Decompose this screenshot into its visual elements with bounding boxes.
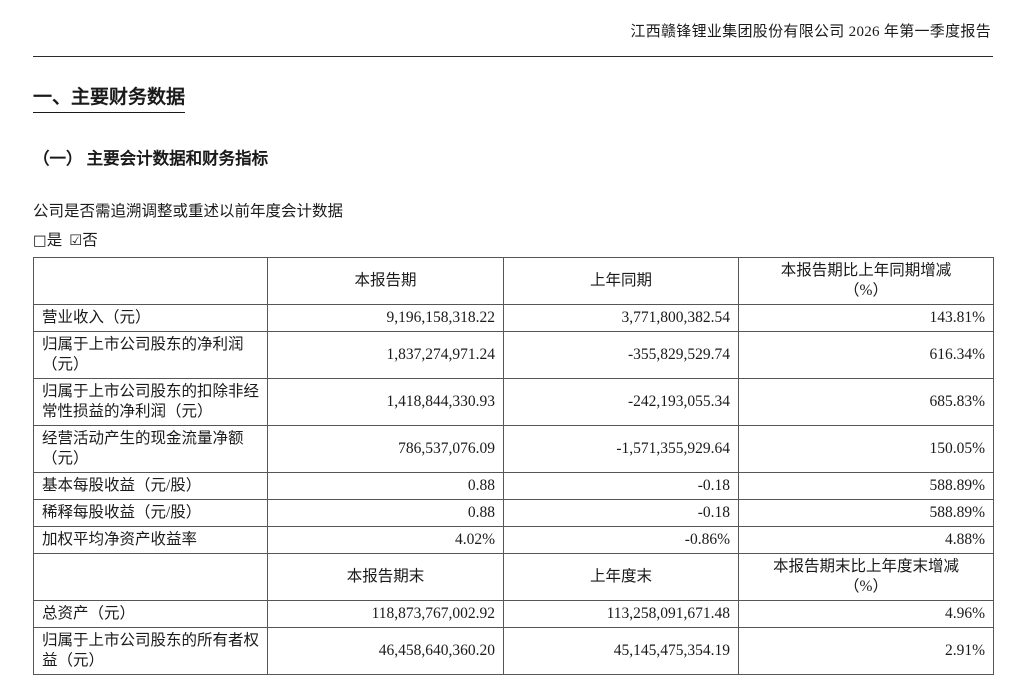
current-period-cell: 0.88 <box>267 499 504 527</box>
prior-period-cell: -355,829,529.74 <box>503 331 739 379</box>
subsection-title: （一） 主要会计数据和财务指标 <box>33 149 269 168</box>
section-title: 一、主要财务数据 <box>33 82 993 113</box>
period-end-header: 本报告期末 <box>267 553 504 601</box>
row-label-cell: 归属于上市公司股东的所有者权益（元） <box>33 627 268 675</box>
period-change-header-line1: 本报告期比上年同期增减 <box>780 262 952 279</box>
period-header-row: 本报告期 上年同期 本报告期比上年同期增减 （%） <box>33 257 994 305</box>
table-row-diluted-eps: 稀释每股收益（元/股） 0.88 -0.18 588.89% <box>33 499 994 527</box>
table-row-net-profit-excl-nonrecurring: 归属于上市公司股东的扣除非经常性损益的净利润（元） 1,418,844,330.… <box>33 378 994 426</box>
change-cell: 150.05% <box>738 425 994 473</box>
prior-period-cell: 113,258,091,671.48 <box>503 600 739 628</box>
table-row-owners-equity: 归属于上市公司股东的所有者权益（元） 46,458,640,360.20 45,… <box>33 627 994 675</box>
checkbox-no-label: 否 <box>82 232 98 249</box>
current-period-cell: 786,537,076.09 <box>267 425 504 473</box>
prior-period-cell: -1,571,355,929.64 <box>503 425 739 473</box>
date-change-header-line2: （%） <box>844 578 888 595</box>
table-row-revenue: 营业收入（元） 9,196,158,318.22 3,771,800,382.5… <box>33 304 994 332</box>
current-period-header: 本报告期 <box>267 257 504 305</box>
row-label-cell: 归属于上市公司股东的扣除非经常性损益的净利润（元） <box>33 378 268 426</box>
row-label-cell: 归属于上市公司股东的净利润（元） <box>33 331 268 379</box>
current-period-cell: 4.02% <box>267 526 504 554</box>
date-header-row: 本报告期末 上年度末 本报告期末比上年度末增减 （%） <box>33 553 994 601</box>
empty-header-cell <box>33 553 268 601</box>
current-period-cell: 1,418,844,330.93 <box>267 378 504 426</box>
checkbox-no-option: ☑否 <box>69 232 98 249</box>
document-header-title: 江西赣锋锂业集团股份有限公司 2026 年第一季度报告 <box>630 24 991 40</box>
prior-period-cell: -242,193,055.34 <box>503 378 739 426</box>
checkbox-yes-option: □是 <box>33 232 62 249</box>
table-row-net-profit: 归属于上市公司股东的净利润（元） 1,837,274,971.24 -355,8… <box>33 331 994 379</box>
current-period-cell: 118,873,767,002.92 <box>267 600 504 628</box>
change-cell: 588.89% <box>738 472 994 500</box>
checkbox-yes-label: 是 <box>46 232 63 249</box>
current-period-cell: 46,458,640,360.20 <box>267 627 504 675</box>
current-period-cell: 1,837,274,971.24 <box>267 331 504 379</box>
financial-data-table: 本报告期 上年同期 本报告期比上年同期增减 （%） 营业收入（元） 9,196,… <box>33 257 994 675</box>
table-row-total-assets: 总资产（元） 118,873,767,002.92 113,258,091,67… <box>33 600 994 628</box>
change-cell: 616.34% <box>738 331 994 379</box>
period-change-header: 本报告期比上年同期增减 （%） <box>738 257 994 305</box>
prior-period-cell: -0.18 <box>503 499 739 527</box>
prior-period-cell: 45,145,475,354.19 <box>503 627 739 675</box>
prior-period-cell: 3,771,800,382.54 <box>503 304 739 332</box>
row-label-cell: 稀释每股收益（元/股） <box>33 499 268 527</box>
prior-period-cell: -0.18 <box>503 472 739 500</box>
change-cell: 4.96% <box>738 600 994 628</box>
change-cell: 143.81% <box>738 304 994 332</box>
prior-year-end-header: 上年度末 <box>503 553 739 601</box>
document-page: 江西赣锋锂业集团股份有限公司 2026 年第一季度报告 一、主要财务数据 （一）… <box>33 24 994 675</box>
change-cell: 2.91% <box>738 627 994 675</box>
restatement-answer-line: □是 ☑否 <box>33 228 993 250</box>
current-period-cell: 9,196,158,318.22 <box>267 304 504 332</box>
table-row-weighted-roe: 加权平均净资产收益率 4.02% -0.86% 4.88% <box>33 526 994 554</box>
row-label-cell: 基本每股收益（元/股） <box>33 472 268 500</box>
prior-period-cell: -0.86% <box>503 526 739 554</box>
period-change-header-line2: （%） <box>844 282 888 299</box>
restatement-question: 公司是否需追溯调整或重述以前年度会计数据 <box>33 203 344 220</box>
section-title-text: 一、主要财务数据 <box>33 82 186 113</box>
table-row-basic-eps: 基本每股收益（元/股） 0.88 -0.18 588.89% <box>33 472 994 500</box>
empty-header-cell <box>33 257 268 305</box>
table-row-operating-cash-flow: 经营活动产生的现金流量净额（元） 786,537,076.09 -1,571,3… <box>33 425 994 473</box>
prior-period-header: 上年同期 <box>503 257 739 305</box>
current-period-cell: 0.88 <box>267 472 504 500</box>
change-cell: 588.89% <box>738 499 994 527</box>
row-label-cell: 加权平均净资产收益率 <box>33 526 268 554</box>
header-divider <box>33 56 993 57</box>
checkbox-checked-icon: ☑ <box>69 233 83 249</box>
date-change-header: 本报告期末比上年度末增减 （%） <box>738 553 994 601</box>
change-cell: 4.88% <box>738 526 994 554</box>
row-label-cell: 总资产（元） <box>33 600 268 628</box>
row-label-cell: 经营活动产生的现金流量净额（元） <box>33 425 268 473</box>
change-cell: 685.83% <box>738 378 994 426</box>
date-change-header-line1: 本报告期末比上年度末增减 <box>772 558 959 575</box>
row-label-cell: 营业收入（元） <box>33 304 268 332</box>
checkbox-unchecked-icon: □ <box>33 233 47 249</box>
